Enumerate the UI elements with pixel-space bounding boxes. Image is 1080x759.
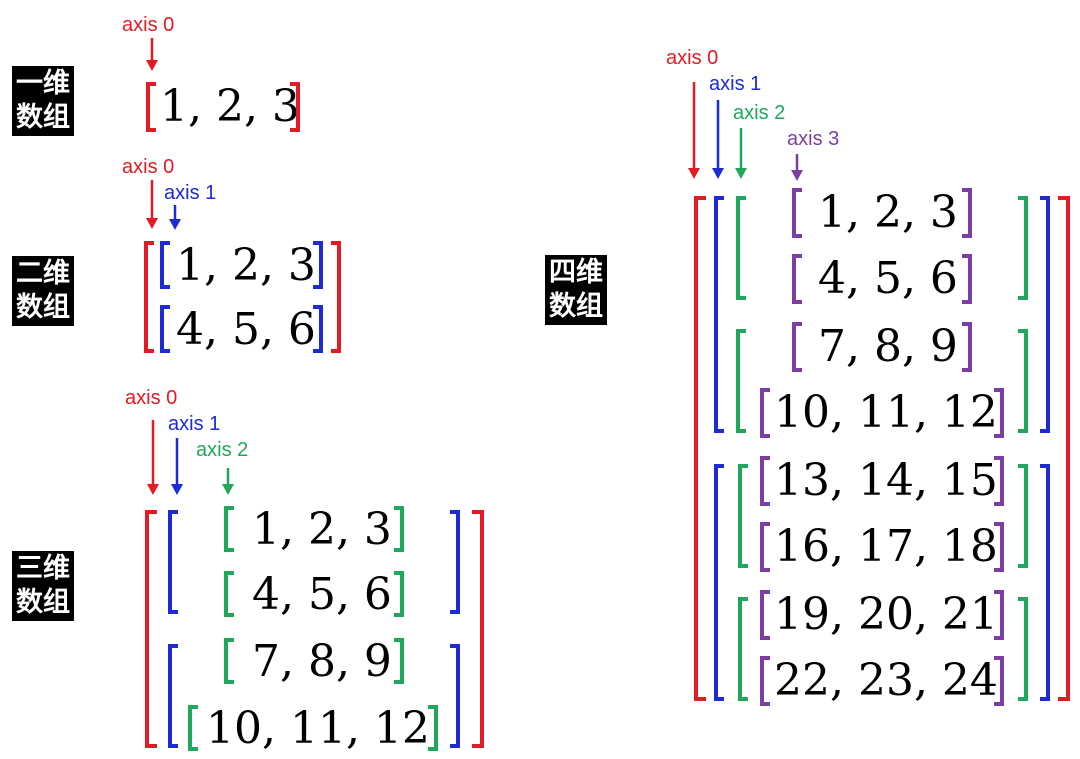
- bracket-4d-mat3-left: [738, 597, 748, 701]
- row-1d-0: 1, 2, 3: [160, 81, 300, 132]
- axis0-arrow-1d: [146, 38, 158, 71]
- row-4d-4: 13, 14, 15: [774, 455, 998, 506]
- bracket-3d-block0-left: [168, 510, 178, 614]
- bracket-2d-row1-right: [313, 305, 323, 353]
- bracket-3d-row3-right: [428, 705, 438, 751]
- label-2d-line1: 二维: [16, 258, 70, 289]
- bracket-4d-row5-left: [760, 522, 770, 572]
- bracket-4d-row1-right: [962, 254, 972, 304]
- bracket-1d-left: [146, 82, 156, 132]
- bracket-4d-row2-left: [792, 322, 802, 372]
- row-4d-1: 4, 5, 6: [818, 253, 958, 304]
- axis0-label-3d: axis 0: [125, 387, 178, 409]
- bracket-3d-row2-left: [224, 638, 234, 684]
- row-4d-7: 22, 23, 24: [774, 655, 998, 706]
- bracket-3d-block1-left: [168, 644, 178, 748]
- bracket-4d-row6-right: [994, 590, 1004, 640]
- row-4d-6: 19, 20, 21: [774, 589, 998, 640]
- bracket-1d-right: [290, 82, 300, 132]
- bracket-4d-row2-right: [962, 322, 972, 372]
- row-3d-3: 10, 11, 12: [206, 703, 430, 754]
- row-2d-1: 4, 5, 6: [176, 304, 316, 355]
- bracket-4d-cube1-right: [1040, 464, 1050, 701]
- bracket-4d-row4-left: [760, 456, 770, 506]
- axis1-label-3d: axis 1: [168, 413, 221, 435]
- label-3d-line2: 数组: [16, 587, 70, 618]
- axis2-arrow-4d: [735, 128, 747, 179]
- axis2-label-3d: axis 2: [196, 439, 249, 461]
- axis3-label-4d: axis 3: [787, 128, 840, 150]
- label-3d: 三维 数组: [12, 551, 74, 621]
- bracket-3d-row1-left: [224, 571, 234, 617]
- row-4d-2: 7, 8, 9: [818, 321, 958, 372]
- bracket-3d-row3-left: [188, 705, 198, 751]
- axis0-arrow-2d: [146, 180, 158, 229]
- axis2-label-4d: axis 2: [733, 102, 786, 124]
- row-4d-5: 16, 17, 18: [774, 521, 998, 572]
- bracket-4d-mat2-right: [1018, 464, 1028, 568]
- row-3d-2: 7, 8, 9: [252, 636, 392, 687]
- bracket-4d-row7-right: [994, 656, 1004, 706]
- label-1d: 一维 数组: [12, 66, 74, 136]
- bracket-2d-row1-left: [160, 305, 170, 353]
- label-1d-line1: 一维: [16, 68, 70, 99]
- bracket-4d-row1-left: [792, 254, 802, 304]
- bracket-4d-mat0-left: [736, 196, 746, 300]
- label-3d-line1: 三维: [16, 553, 70, 584]
- bracket-2d-row0-left: [160, 241, 170, 289]
- axis1-arrow-4d: [712, 100, 724, 179]
- axis1-arrow-3d: [171, 438, 183, 495]
- bracket-4d-row5-right: [994, 522, 1004, 572]
- axis1-arrow-2d: [169, 205, 181, 230]
- label-4d-line1: 四维: [549, 257, 603, 288]
- bracket-3d-block1-right: [450, 644, 460, 748]
- bracket-4d-row4-right: [994, 456, 1004, 506]
- axis3-arrow-4d: [791, 154, 803, 181]
- axis1-label-2d: axis 1: [164, 182, 217, 204]
- bracket-3d-block0-right: [450, 510, 460, 614]
- bracket-3d-row0-right: [394, 506, 404, 552]
- bracket-4d-row0-left: [792, 188, 802, 238]
- bracket-4d-mat3-right: [1018, 597, 1028, 701]
- bracket-3d-row0-left: [224, 506, 234, 552]
- bracket-2d-outer-left: [144, 241, 154, 353]
- axis0-label-1d: axis 0: [122, 14, 175, 36]
- row-4d-3: 10, 11, 12: [774, 387, 998, 438]
- label-4d: 四维 数组: [545, 255, 607, 325]
- bracket-4d-mat0-right: [1018, 196, 1028, 300]
- bracket-3d-row1-right: [394, 571, 404, 617]
- label-4d-line2: 数组: [549, 291, 603, 322]
- axis2-arrow-3d: [222, 468, 234, 495]
- row-2d-0: 1, 2, 3: [176, 240, 316, 291]
- bracket-4d-row3-right: [994, 388, 1004, 438]
- bracket-4d-cube0-left: [714, 196, 724, 433]
- bracket-4d-cube0-right: [1040, 196, 1050, 433]
- bracket-4d-cube1-left: [714, 464, 724, 701]
- axis1-label-4d: axis 1: [709, 73, 762, 95]
- axis0-label-4d: axis 0: [666, 47, 719, 69]
- label-1d-line2: 数组: [16, 102, 70, 133]
- bracket-4d-row3-left: [760, 388, 770, 438]
- bracket-4d-row7-left: [760, 656, 770, 706]
- row-3d-0: 1, 2, 3: [252, 504, 392, 555]
- label-2d: 二维 数组: [12, 256, 74, 326]
- bracket-2d-row0-right: [313, 241, 323, 289]
- bracket-4d-outer-left: [694, 196, 706, 701]
- label-2d-line2: 数组: [16, 292, 70, 323]
- bracket-2d-outer-right: [331, 241, 341, 353]
- axis0-label-2d: axis 0: [122, 156, 175, 178]
- bracket-4d-mat1-right: [1018, 329, 1028, 433]
- bracket-4d-outer-right: [1058, 196, 1070, 701]
- bracket-4d-row0-right: [962, 188, 972, 238]
- row-4d-0: 1, 2, 3: [818, 187, 958, 238]
- axis0-arrow-4d: [688, 82, 700, 179]
- bracket-4d-mat2-left: [738, 464, 748, 568]
- bracket-4d-row6-left: [760, 590, 770, 640]
- axis0-arrow-3d: [147, 420, 159, 495]
- bracket-4d-mat1-left: [736, 329, 746, 433]
- row-3d-1: 4, 5, 6: [252, 569, 392, 620]
- bracket-3d-row2-right: [394, 638, 404, 684]
- bracket-3d-outer-left: [145, 510, 157, 748]
- bracket-3d-outer-right: [472, 510, 484, 748]
